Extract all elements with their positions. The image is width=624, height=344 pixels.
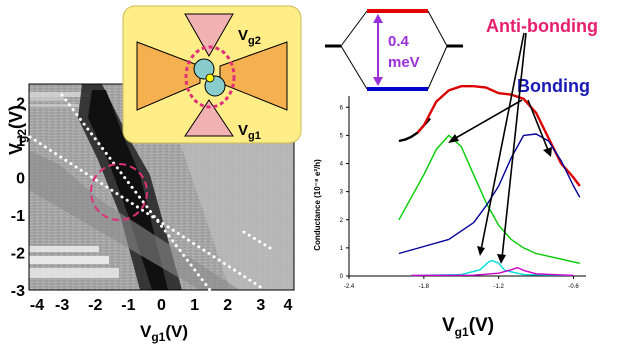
- left-x-tick-label: 0: [157, 297, 166, 314]
- chart-ticks: -2.4 -1.8 -1.2 -0.6 0 1 2 3 4 5 6: [340, 105, 580, 290]
- chart-x-axis-label: Vg1(V): [442, 315, 494, 339]
- left-x-tick-label: -1: [121, 297, 135, 314]
- chart-y-tick-label: 3: [340, 190, 344, 196]
- conductance-chart: -2.4 -1.8 -1.2 -0.6 0 1 2 3 4 5 6 Conductance (10⁻…: [313, 84, 586, 339]
- annotation-arrows: [448, 32, 552, 264]
- chart-x-tick-label: -2.4: [344, 284, 355, 290]
- series-line-1: [416, 84, 581, 187]
- antibonding-arrow-2: [501, 32, 527, 259]
- left-x-axis-label: Vg1(V): [140, 322, 188, 344]
- left-y-tick-label: 1: [16, 133, 25, 150]
- chart-x-tick-label: -0.6: [568, 284, 579, 290]
- device-schematic-inset: Vg2 Vg1: [122, 5, 302, 144]
- antibonding-label: Anti-bonding: [486, 16, 598, 36]
- left-y-tick-label: 2: [16, 96, 25, 113]
- chart-y-axis-label: Conductance (10⁻⁸ e²/h): [313, 159, 322, 251]
- left-y-tick-label: -3: [11, 283, 25, 300]
- gate1-label: Vg1: [238, 122, 261, 142]
- left-x-tick-label: -2: [88, 297, 102, 314]
- left-x-tick-label: 3: [256, 297, 265, 314]
- energy-level-diagram: 0.4 meV: [325, 9, 463, 91]
- left-y-tick-label: -2: [11, 246, 25, 263]
- left-x-tick-label: 2: [223, 297, 232, 314]
- left-x-ticks: -4 -3 -2 -1 0 1 2 3 4: [30, 297, 293, 314]
- left-lead-icon: [136, 41, 201, 111]
- bonding-arrow-1: [453, 99, 523, 140]
- bonding-label: Bonding: [517, 76, 590, 96]
- splitting-value: 0.4: [388, 33, 410, 50]
- chart-series: [398, 84, 581, 277]
- gate2-label: Vg2: [238, 27, 261, 47]
- top-gate-icon: [184, 13, 234, 58]
- chart-x-tick-label: -1.2: [494, 284, 505, 290]
- series-line-3: [398, 133, 581, 255]
- chart-y-tick-label: 0: [340, 274, 344, 280]
- splitting-unit: meV: [388, 54, 420, 71]
- left-x-tick-label: 4: [284, 297, 293, 314]
- left-y-ticks: 2 1 0 -1 -2 -3: [11, 96, 25, 300]
- left-x-tick-label: -3: [55, 297, 69, 314]
- chart-y-tick-label: 4: [340, 162, 344, 168]
- chart-y-tick-label: 2: [340, 218, 344, 224]
- series-line-5: [411, 266, 574, 277]
- chart-y-tick-label: 6: [340, 105, 344, 111]
- dotted-guide-line-b: [28, 135, 264, 290]
- antibonding-arrow-1: [480, 32, 525, 251]
- left-x-tick-label: -4: [30, 297, 44, 314]
- dot-highlight-ellipse: [184, 45, 236, 109]
- series-line-4: [411, 259, 574, 277]
- left-y-tick-label: 0: [16, 171, 25, 188]
- left-y-axis-label: Vg2(V): [6, 105, 29, 155]
- bottom-gate-icon: [184, 99, 234, 137]
- series-line-2: [398, 134, 580, 264]
- chart-y-tick-label: 1: [340, 246, 344, 252]
- chart-x-tick-label: -1.8: [419, 284, 430, 290]
- left-y-tick-label: -1: [11, 208, 25, 225]
- dotted-guide-line-a: [60, 93, 212, 292]
- left-x-tick-label: 1: [190, 297, 199, 314]
- bonding-arrow-2: [527, 99, 549, 151]
- highlight-circle: [90, 163, 148, 221]
- chart-y-tick-label: 5: [340, 133, 344, 139]
